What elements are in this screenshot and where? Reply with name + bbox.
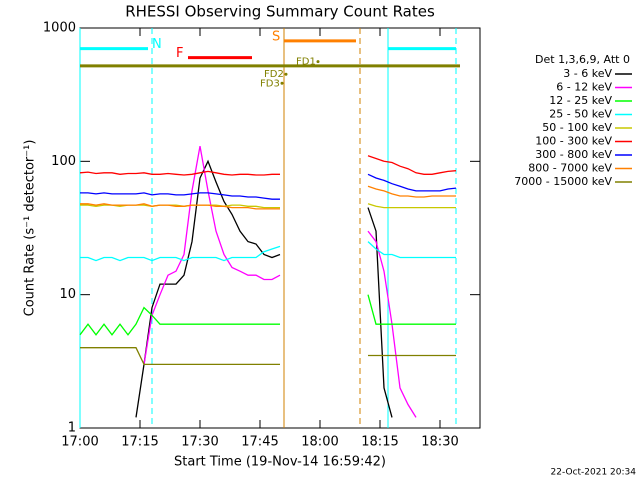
flag-label: F xyxy=(176,46,183,61)
series-line xyxy=(80,173,457,200)
tag-dot xyxy=(316,60,320,64)
flag-label: N xyxy=(152,37,162,52)
x-tick-label: 17:00 xyxy=(61,435,98,450)
series-line xyxy=(80,347,456,366)
legend-label: 100 - 300 keV xyxy=(535,135,612,148)
x-tick-label: 18:15 xyxy=(361,435,398,450)
y-tick-label: 1000 xyxy=(43,21,76,36)
legend-label: 6 - 12 keV xyxy=(556,81,612,94)
series-line xyxy=(80,241,456,262)
x-tick-label: 18:00 xyxy=(301,435,338,450)
series-line xyxy=(143,145,417,418)
series-line xyxy=(80,203,456,209)
flag-label: S xyxy=(272,29,280,44)
y-tick-label: 100 xyxy=(51,154,76,169)
legend-title: Det 1,3,6,9, Att 0 xyxy=(535,53,630,66)
y-tick-label: 1 xyxy=(68,421,76,436)
tag-dot xyxy=(284,72,288,76)
series-line xyxy=(80,185,456,210)
tag-label: FD1 xyxy=(296,57,316,68)
x-tick-label: 17:45 xyxy=(241,435,278,450)
series-line xyxy=(135,159,393,418)
legend-label: 300 - 800 keV xyxy=(535,148,612,161)
legend-label: 7000 - 15000 keV xyxy=(514,175,612,188)
series-line xyxy=(79,155,457,176)
x-axis-label: Start Time (19-Nov-14 16:59:42) xyxy=(174,455,386,470)
legend-label: 50 - 100 keV xyxy=(542,121,612,134)
footer: 22-Oct-2021 20:34 xyxy=(551,468,637,478)
y-axis-label: Count Rate (s⁻¹ detector⁻¹) xyxy=(23,140,38,317)
legend-label: 3 - 6 keV xyxy=(563,67,612,80)
plot-frame xyxy=(79,27,481,429)
tag-label: FD3 xyxy=(260,78,280,89)
tag-label: FD2 xyxy=(264,69,284,80)
tag-dot xyxy=(280,81,284,85)
legend-label: 25 - 50 keV xyxy=(549,108,612,121)
x-tick-label: 17:15 xyxy=(121,435,158,450)
legend-label: 12 - 25 keV xyxy=(549,94,612,107)
legend-label: 800 - 7000 keV xyxy=(528,162,612,175)
x-tick-label: 18:30 xyxy=(421,435,458,450)
y-tick-label: 10 xyxy=(59,287,76,302)
chart-title: RHESSI Observing Summary Count Rates xyxy=(125,3,435,21)
series-line xyxy=(79,294,456,336)
x-tick-label: 17:30 xyxy=(181,435,218,450)
